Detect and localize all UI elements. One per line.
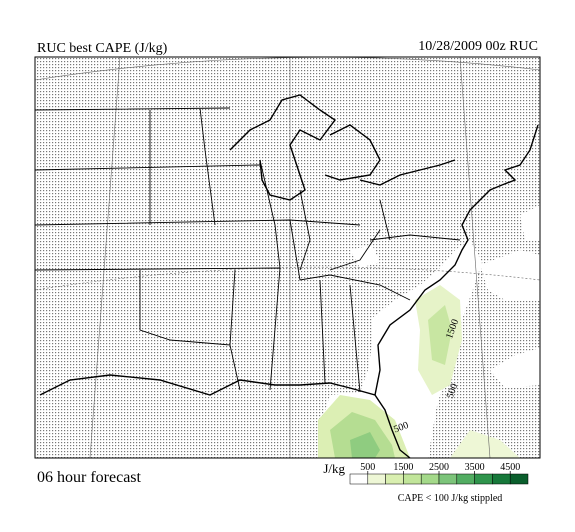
no-stipple-area xyxy=(520,205,540,240)
color-swatch xyxy=(385,473,404,485)
contour-label: 500 xyxy=(392,420,410,435)
legend-tick-label: 3500 xyxy=(465,462,485,473)
color-swatch xyxy=(438,473,458,485)
color-swatch xyxy=(492,473,511,485)
no-stipple-area xyxy=(350,245,380,268)
contour-label: 500 xyxy=(445,382,460,400)
legend-tick-label: 500 xyxy=(360,462,375,473)
color-swatch xyxy=(456,473,475,485)
legend-unit: J/kg xyxy=(323,461,345,476)
color-swatch xyxy=(420,473,440,485)
map-frame xyxy=(34,56,541,459)
color-swatch xyxy=(474,473,493,485)
cape-area xyxy=(350,432,380,458)
run-date: 10/28/2009 00z RUC xyxy=(418,39,538,54)
legend-note: CAPE < 100 J/kg stippled xyxy=(398,493,503,504)
color-swatch xyxy=(509,473,529,485)
legend-tick-label: 2500 xyxy=(429,462,449,473)
no-stipple-area xyxy=(490,348,540,388)
legend-tick-label: 1500 xyxy=(393,462,413,473)
legend-tick-label: 4500 xyxy=(500,462,520,473)
cape-area xyxy=(450,430,520,458)
map xyxy=(35,57,540,458)
title: RUC best CAPE (J/kg) xyxy=(37,41,168,56)
cape-area xyxy=(428,305,452,365)
no-stipple-area xyxy=(480,250,540,300)
color-swatch xyxy=(367,473,386,485)
forecast-label: 06 hour forecast xyxy=(37,469,142,486)
color-swatch xyxy=(403,473,422,485)
color-swatch xyxy=(349,473,369,485)
